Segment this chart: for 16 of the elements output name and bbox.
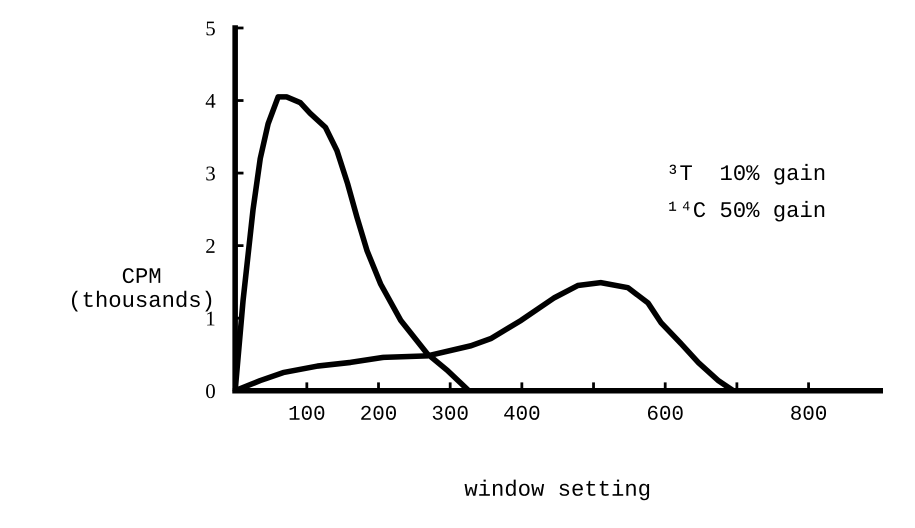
y-tick-label: 2 [206,239,215,253]
y-tick-label: 1 [207,312,214,326]
x-tick-label: 200 [361,406,396,420]
y-tick-label: 5 [206,22,215,36]
x-axis-title: window setting [464,480,650,500]
annotation: ¹⁴C 50% gain [669,200,824,222]
y-tick-label: 4 [206,94,216,108]
x-tick-label: 400 [504,406,540,420]
x-tick-label: 300 [432,406,468,420]
annotation: ³T 10% gain [669,164,824,185]
y-tick-label: 3 [206,166,215,181]
x-tick-label: 100 [290,406,324,420]
y-tick-label: 0 [206,384,215,398]
x-tick-label: 600 [648,406,683,420]
x-tick-label: 800 [791,406,826,420]
y-axis-title: CPM (thousands) [72,268,212,312]
